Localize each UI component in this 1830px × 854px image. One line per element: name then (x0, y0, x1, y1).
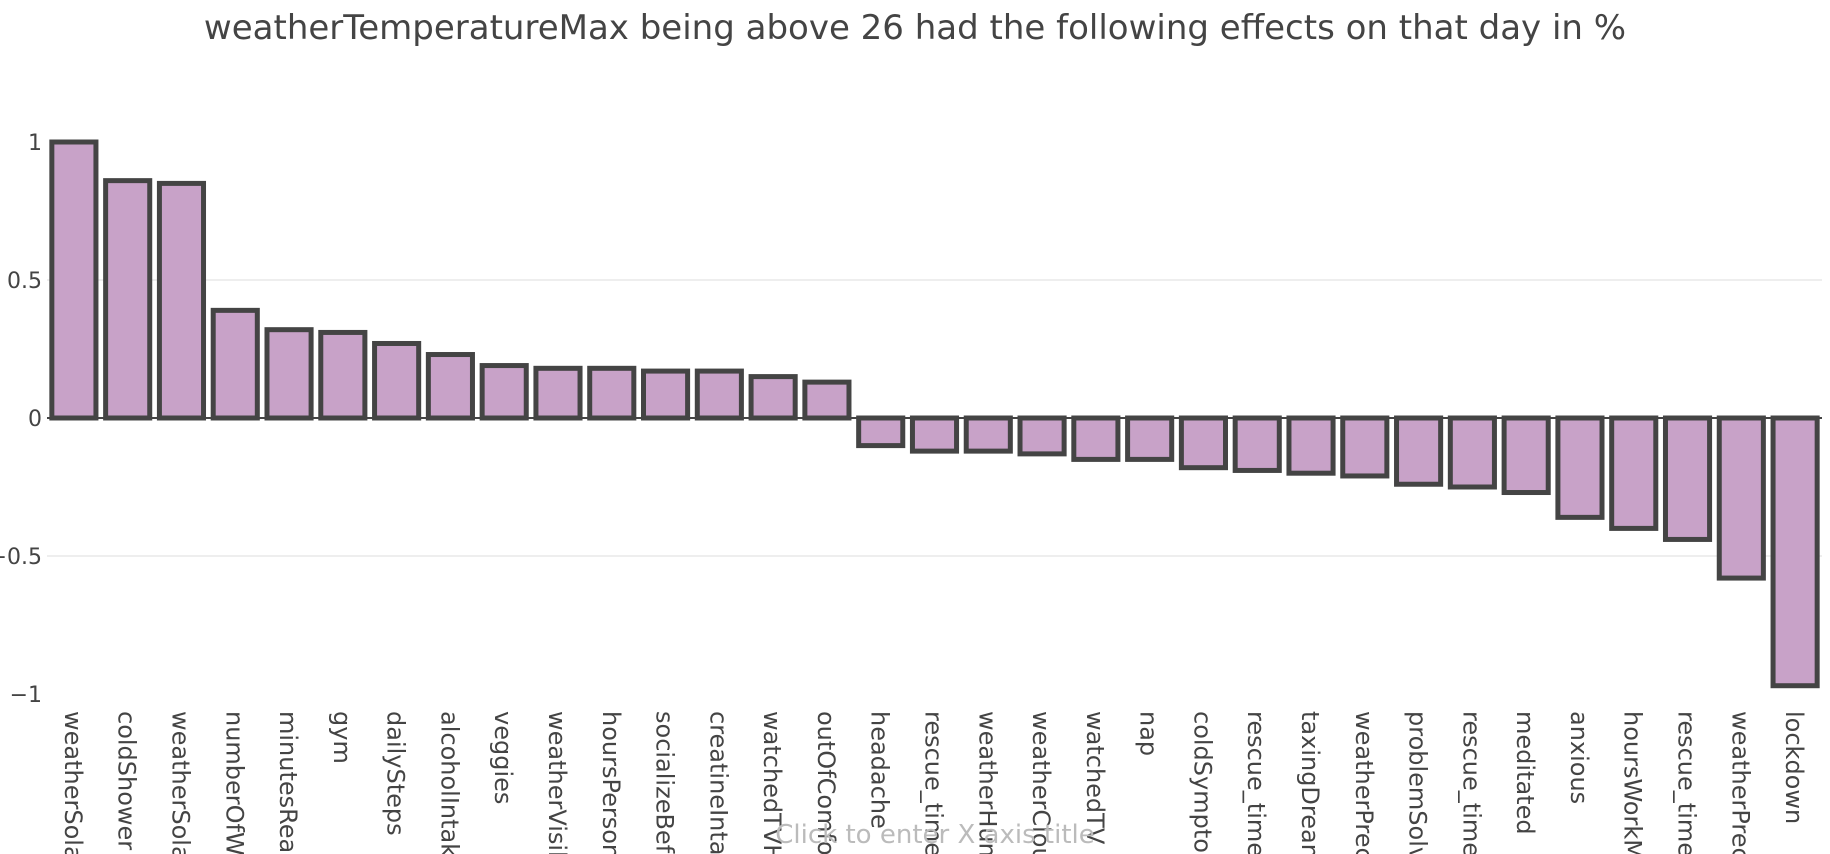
x-tick-label: nap (1135, 711, 1163, 756)
x-tick-label: rescue_time_ (1242, 711, 1270, 854)
x-tick-label: anxious (1565, 711, 1593, 804)
chart-title: weatherTemperatureMax being above 26 had… (203, 8, 1627, 48)
x-tick-label: weatherVisib (543, 711, 571, 854)
y-axis-ticks: 1 0.5 0 −0.5 −1 (0, 131, 42, 708)
bar[interactable] (425, 352, 475, 421)
gridlines (47, 279, 1822, 557)
bar[interactable] (318, 329, 368, 421)
x-tick-label: dailySteps (382, 711, 410, 836)
y-tick-label: 0.5 (7, 269, 42, 294)
bar[interactable] (533, 365, 583, 421)
bar[interactable] (1071, 415, 1121, 462)
bar[interactable] (1555, 415, 1605, 520)
x-tick-label: weatherSolar (59, 711, 87, 854)
x-axis-ticks: weatherSolar coldShower weatherSolar number… (59, 711, 1808, 854)
x-tick-label: rescue_time_ (1673, 711, 1701, 854)
x-tick-label: hoursWorkM (1619, 711, 1647, 854)
x-tick-label: weatherPreci (1350, 711, 1378, 854)
x-tick-label: socializeBefo (651, 711, 679, 854)
bar[interactable] (641, 368, 691, 421)
x-tick-label: hoursPerson (597, 711, 625, 854)
x-tick-label: weatherClou (1027, 711, 1055, 854)
x-tick-label: headache (866, 711, 894, 829)
bar[interactable] (909, 415, 960, 454)
x-tick-label: creatineIntak (704, 711, 732, 854)
bar[interactable] (1501, 415, 1551, 496)
bar[interactable] (1770, 415, 1820, 689)
x-tick-label: rescue_time_ (1457, 711, 1485, 854)
bar[interactable] (694, 368, 744, 421)
x-tick-label: coldSympton (1188, 711, 1216, 854)
bar[interactable] (372, 340, 422, 421)
bar[interactable] (49, 139, 99, 421)
bar[interactable] (1125, 415, 1175, 462)
bar[interactable] (1609, 415, 1659, 531)
bar[interactable] (1394, 415, 1444, 487)
bar[interactable] (748, 374, 798, 421)
x-tick-label: numberOfWo (220, 711, 248, 854)
x-axis-title-placeholder[interactable]: Click to enter X axis title (775, 820, 1094, 850)
bar[interactable] (802, 379, 852, 421)
x-tick-label: rescue_time_ (920, 711, 948, 854)
x-tick-label: taxingDream (1296, 711, 1324, 854)
bar[interactable] (479, 363, 529, 421)
bar[interactable] (1232, 415, 1282, 473)
bar[interactable] (963, 415, 1013, 454)
bar[interactable] (103, 178, 153, 421)
x-tick-label: problemSolvi (1404, 711, 1432, 854)
bar[interactable] (1662, 415, 1713, 542)
x-tick-label: outOfComfor (812, 711, 840, 854)
y-tick-label: 0 (28, 407, 42, 432)
y-tick-label: −0.5 (0, 545, 42, 570)
bar[interactable] (1178, 415, 1228, 471)
x-tick-label: weatherSolar (166, 711, 194, 854)
y-tick-label: 1 (28, 131, 42, 156)
bar[interactable] (587, 365, 637, 421)
bar[interactable] (210, 307, 260, 421)
bars (47, 139, 1822, 689)
x-tick-label: minutesRead (274, 711, 302, 854)
x-tick-label: weatherPreci (1726, 711, 1754, 854)
bar[interactable] (156, 180, 207, 421)
bar[interactable] (1447, 415, 1497, 490)
y-tick-label: −1 (10, 683, 42, 708)
bar[interactable] (1286, 415, 1336, 476)
x-tick-label: watchedTVHo (758, 711, 786, 854)
x-tick-label: alcoholIntake (435, 711, 463, 854)
x-tick-label: veggies (489, 711, 517, 804)
bar[interactable] (264, 327, 314, 421)
x-tick-label: gym (328, 711, 356, 764)
x-tick-label: coldShower (113, 711, 141, 850)
bar[interactable] (1340, 415, 1390, 479)
x-tick-label: lockdown (1780, 711, 1808, 824)
bar[interactable] (1716, 415, 1766, 581)
x-tick-label: watchedTV (1081, 711, 1109, 845)
x-tick-label: meditated (1511, 711, 1539, 835)
bar[interactable] (856, 415, 906, 449)
x-tick-label: weatherHum (973, 711, 1001, 854)
bar[interactable] (1017, 415, 1067, 457)
